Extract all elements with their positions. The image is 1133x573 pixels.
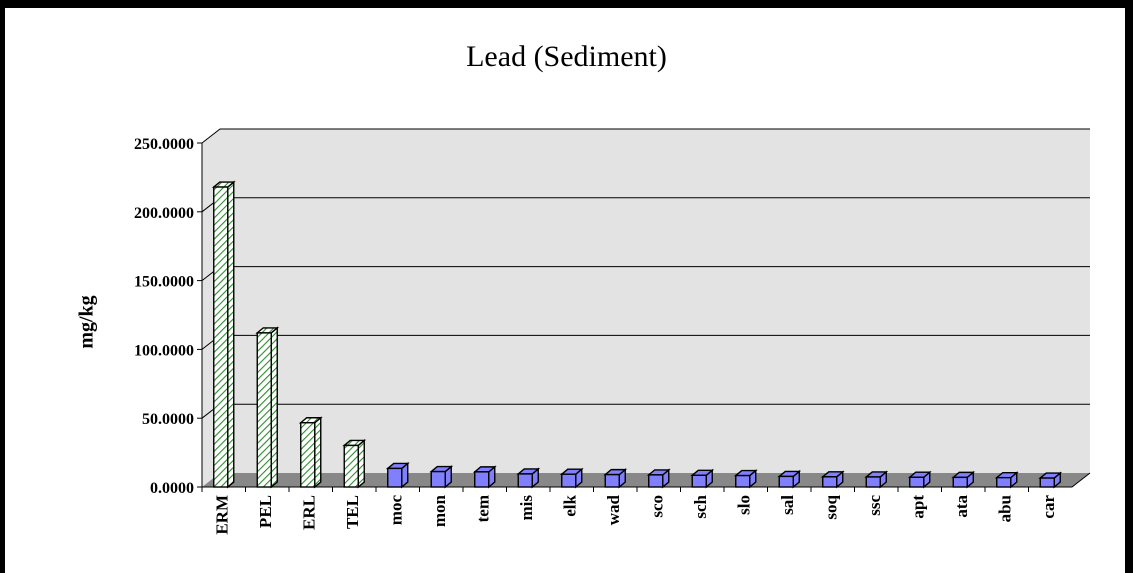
bar xyxy=(559,467,584,489)
bar xyxy=(385,461,410,489)
bar xyxy=(472,465,497,489)
x-tick-label: elk xyxy=(561,494,580,516)
bar-front xyxy=(822,476,838,488)
bar xyxy=(516,467,541,489)
x-tick-label: abu xyxy=(996,495,1015,522)
bar xyxy=(733,469,758,489)
x-axis xyxy=(202,472,1091,488)
x-tick-label: car xyxy=(1039,495,1058,519)
y-tick-label: 50.0000 xyxy=(142,411,194,428)
bar-front xyxy=(430,470,446,488)
y-tick-label: 150.0000 xyxy=(134,274,194,291)
x-tick-label: sco xyxy=(648,495,667,518)
x-tick-label: ERL xyxy=(300,495,319,530)
bar-side xyxy=(357,438,365,489)
bar xyxy=(429,465,454,489)
bar-front xyxy=(604,473,620,488)
bar-front xyxy=(387,467,403,488)
bar xyxy=(820,470,845,489)
bar-front xyxy=(517,473,533,488)
x-tick-label: slo xyxy=(735,495,754,515)
x-tick-label: mis xyxy=(517,495,536,521)
bar-front xyxy=(952,476,968,488)
chart-title: Lead (Sediment) xyxy=(466,40,667,73)
back-wall xyxy=(220,129,1090,473)
bar-side xyxy=(227,180,235,489)
bar-front xyxy=(1039,477,1055,488)
bar-front xyxy=(343,444,359,488)
bar xyxy=(994,471,1019,489)
bar-front xyxy=(474,471,490,488)
x-tick-label: moc xyxy=(387,495,406,526)
x-tick-label: tem xyxy=(474,495,493,522)
x-tick-label: sch xyxy=(691,494,710,518)
y-tick-label: 100.0000 xyxy=(134,342,194,359)
bar-side xyxy=(270,326,278,489)
bar xyxy=(211,180,236,489)
x-tick-label: sal xyxy=(778,495,797,515)
x-tick-label: ssc xyxy=(865,495,884,516)
x-tick-label: ata xyxy=(952,495,971,518)
bar-side xyxy=(314,416,322,489)
x-tick-label: PEL xyxy=(256,495,275,528)
bar-front xyxy=(865,476,881,488)
bar xyxy=(690,468,715,489)
bar xyxy=(603,468,628,489)
x-tick-label: apt xyxy=(909,495,928,519)
bar xyxy=(1038,471,1063,489)
bar-front xyxy=(735,474,751,488)
gridline xyxy=(201,128,1090,144)
x-tick-label: mon xyxy=(430,494,449,527)
bar-front xyxy=(648,474,664,488)
bar-front xyxy=(778,475,794,488)
y-tick-label: 250.0000 xyxy=(134,136,194,153)
bar-front xyxy=(561,473,577,488)
bar-front xyxy=(996,476,1012,488)
bar xyxy=(298,416,323,489)
bar xyxy=(255,326,280,489)
bar xyxy=(951,470,976,489)
bar xyxy=(864,470,889,489)
x-tick-label: soq xyxy=(822,494,841,519)
x-tick-label: ERM xyxy=(213,495,232,535)
bar xyxy=(907,470,932,489)
bar xyxy=(342,438,367,489)
y-tick-label: 0.0000 xyxy=(150,480,194,497)
bar-front xyxy=(213,186,229,488)
bar-front xyxy=(691,474,707,488)
bar-front xyxy=(300,422,316,488)
x-tick-label: wad xyxy=(604,494,623,525)
bar-front xyxy=(256,332,272,488)
y-tick-label: 200.0000 xyxy=(134,205,194,222)
bar xyxy=(646,468,671,489)
bar-front xyxy=(909,476,925,488)
bar xyxy=(777,469,802,489)
x-tick-label: TEL xyxy=(343,495,362,529)
